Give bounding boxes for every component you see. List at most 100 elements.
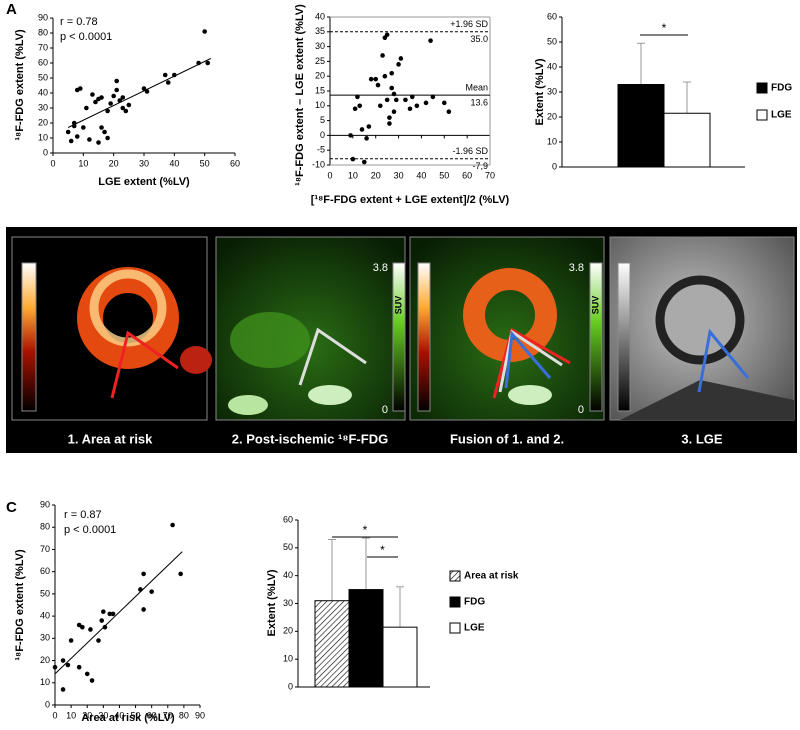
- y-tick-label: 60: [40, 566, 50, 576]
- legend-swatch: [449, 622, 461, 634]
- point: [114, 78, 119, 84]
- x-tick-label: 90: [195, 710, 205, 720]
- point: [407, 106, 413, 112]
- point: [120, 95, 126, 100]
- colorbar: [417, 262, 431, 412]
- point: [102, 129, 107, 135]
- y-tick-label: 50: [283, 542, 293, 552]
- significance-label: *: [380, 543, 385, 557]
- point: [441, 100, 447, 106]
- point: [99, 618, 105, 623]
- point: [384, 97, 390, 103]
- x-tick-label: 20: [82, 710, 92, 720]
- heart-ring: [655, 275, 745, 365]
- x-tick-label: 60: [147, 710, 157, 720]
- y-tick-label: 0: [45, 699, 50, 709]
- point: [393, 97, 399, 103]
- point: [111, 93, 116, 99]
- point: [162, 72, 168, 78]
- point: [172, 72, 177, 78]
- point: [141, 607, 146, 612]
- legend-swatch: [449, 596, 461, 608]
- point: [391, 91, 397, 97]
- x-tick-label: 30: [98, 710, 108, 720]
- point: [108, 101, 113, 106]
- panel-label: C: [6, 499, 17, 516]
- point: [65, 129, 71, 135]
- y-tick-label: 70: [38, 42, 48, 52]
- x-tick-label: 30: [139, 158, 149, 168]
- significance-label: *: [363, 523, 368, 537]
- y-tick-label: 10: [40, 677, 50, 687]
- point: [74, 134, 80, 139]
- y-axis-label: ¹⁸F-FDG extent (%LV): [14, 549, 26, 661]
- x-tick-label: 70: [163, 710, 173, 720]
- point: [382, 73, 388, 79]
- point: [149, 589, 154, 594]
- y-tick-label: 35: [315, 26, 325, 36]
- point: [144, 89, 150, 94]
- x-tick-label: 50: [439, 170, 449, 180]
- legend-swatch: [449, 570, 461, 582]
- point: [87, 137, 92, 142]
- x-tick-label: 40: [169, 158, 179, 168]
- reference-value: -7,9: [472, 161, 488, 171]
- x-tick-label: 60: [230, 158, 240, 168]
- scale-max: 3.8: [373, 262, 388, 274]
- y-tick-label: 5: [320, 115, 325, 125]
- legend-swatch: [756, 109, 768, 121]
- y-tick-label: 20: [547, 111, 557, 121]
- point: [178, 571, 183, 577]
- y-tick-label: 50: [40, 588, 50, 598]
- x-tick-label: 0: [52, 710, 57, 720]
- point: [81, 125, 86, 130]
- y-tick-label: 40: [315, 11, 325, 21]
- point: [357, 103, 363, 109]
- x-tick-label: 0: [327, 170, 332, 180]
- y-tick-label: -10: [312, 159, 325, 169]
- y-tick-label: 10: [315, 100, 325, 110]
- y-tick-label: 10: [283, 654, 293, 664]
- x-tick-label: 70: [485, 170, 495, 180]
- point: [387, 121, 392, 126]
- x-axis-label: Area at risk (%LV): [81, 712, 175, 724]
- y-tick-label: 20: [38, 117, 48, 127]
- caption: 3. LGE: [681, 431, 723, 446]
- point: [96, 140, 101, 145]
- point: [60, 658, 66, 663]
- point: [398, 56, 404, 61]
- x-tick-label: 50: [131, 710, 141, 720]
- significance-label: *: [662, 21, 667, 35]
- point: [65, 662, 71, 668]
- point: [430, 94, 436, 100]
- uptake: [228, 395, 268, 415]
- x-tick-label: 20: [109, 158, 119, 168]
- point: [352, 106, 358, 112]
- y-tick-label: 60: [38, 57, 48, 67]
- y-tick-label: 10: [547, 136, 557, 146]
- point: [89, 678, 95, 683]
- point: [350, 156, 356, 162]
- reference-label: Mean: [465, 83, 488, 93]
- point: [107, 611, 113, 617]
- point: [196, 60, 201, 66]
- point: [202, 29, 207, 34]
- x-tick-label: 60: [462, 170, 472, 180]
- point: [387, 115, 392, 120]
- legend-label: FDG: [771, 83, 792, 94]
- scale-max: 3.8: [569, 262, 584, 274]
- annotation: r = 0.78: [60, 16, 98, 28]
- image-fusion: [409, 236, 605, 421]
- point: [368, 76, 374, 82]
- bar: [663, 112, 711, 168]
- y-tick-label: 20: [283, 626, 293, 636]
- point: [68, 638, 74, 643]
- y-tick-label: 80: [40, 522, 50, 532]
- y-tick-label: 40: [283, 570, 293, 580]
- point: [391, 109, 397, 115]
- x-tick-label: 50: [200, 158, 210, 168]
- y-tick-label: 40: [40, 610, 50, 620]
- point: [93, 99, 98, 105]
- point: [141, 571, 146, 577]
- legend-label: FDG: [464, 597, 485, 608]
